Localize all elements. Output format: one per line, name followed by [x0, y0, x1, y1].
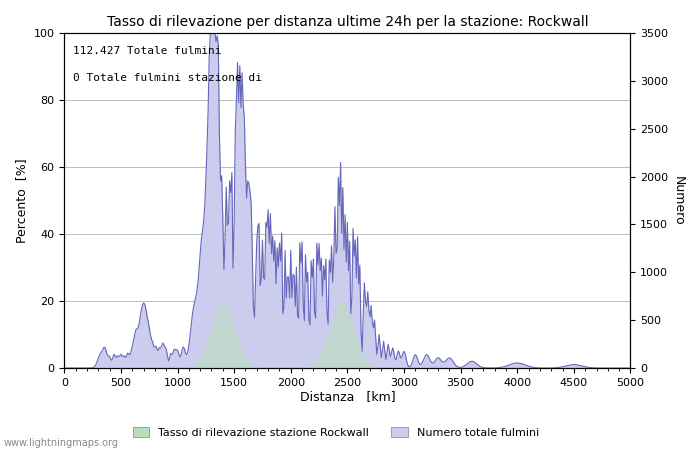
Text: www.lightningmaps.org: www.lightningmaps.org [4, 438, 118, 448]
Y-axis label: Percento  [%]: Percento [%] [15, 158, 28, 243]
Y-axis label: Numero: Numero [672, 176, 685, 225]
Title: Tasso di rilevazione per distanza ultime 24h per la stazione: Rockwall: Tasso di rilevazione per distanza ultime… [106, 15, 588, 29]
X-axis label: Distanza   [km]: Distanza [km] [300, 391, 395, 404]
Text: 112.427 Totale fulmini: 112.427 Totale fulmini [73, 46, 221, 56]
Text: 0 Totale fulmini stazione di: 0 Totale fulmini stazione di [73, 73, 262, 83]
Legend: Tasso di rilevazione stazione Rockwall, Numero totale fulmini: Tasso di rilevazione stazione Rockwall, … [128, 423, 544, 442]
